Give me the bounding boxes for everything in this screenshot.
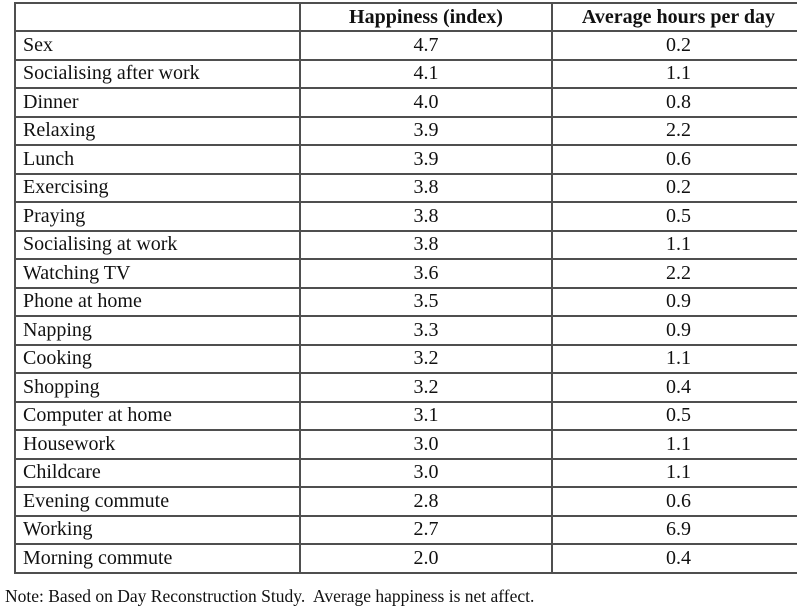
happiness-cell: 2.0 (300, 544, 552, 573)
table-row: Lunch 3.9 0.6 (15, 145, 797, 174)
table-row: Childcare 3.0 1.1 (15, 458, 797, 487)
table-row: Cooking 3.2 1.1 (15, 344, 797, 373)
hours-cell: 1.1 (552, 230, 797, 259)
activity-cell: Socialising at work (15, 230, 300, 259)
happiness-cell: 4.1 (300, 59, 552, 88)
activity-cell: Childcare (15, 458, 300, 487)
activity-cell: Praying (15, 202, 300, 231)
table-row: Napping 3.3 0.9 (15, 316, 797, 345)
activities-table: Happiness (index) Average hours per day … (14, 2, 797, 574)
hours-cell: 2.2 (552, 116, 797, 145)
activity-cell: Napping (15, 316, 300, 345)
happiness-cell: 3.2 (300, 344, 552, 373)
activity-cell: Working (15, 515, 300, 544)
hours-cell: 0.9 (552, 316, 797, 345)
table-row: Shopping 3.2 0.4 (15, 373, 797, 402)
table-row: Working 2.7 6.9 (15, 515, 797, 544)
happiness-cell: 4.7 (300, 31, 552, 60)
activity-cell: Morning commute (15, 544, 300, 573)
happiness-cell: 3.9 (300, 116, 552, 145)
happiness-cell: 3.8 (300, 173, 552, 202)
happiness-cell: 2.7 (300, 515, 552, 544)
activity-cell: Sex (15, 31, 300, 60)
table-row: Exercising 3.8 0.2 (15, 173, 797, 202)
hours-cell: 0.4 (552, 373, 797, 402)
happiness-cell: 3.3 (300, 316, 552, 345)
happiness-cell: 2.8 (300, 487, 552, 516)
happiness-cell: 3.9 (300, 145, 552, 174)
table-row: Evening commute 2.8 0.6 (15, 487, 797, 516)
hours-cell: 1.1 (552, 458, 797, 487)
table-row: Sex 4.7 0.2 (15, 31, 797, 60)
hours-cell: 0.9 (552, 287, 797, 316)
table-row: Watching TV 3.6 2.2 (15, 259, 797, 288)
table-note: Note: Based on Day Reconstruction Study.… (5, 586, 535, 606)
table-row: Computer at home 3.1 0.5 (15, 401, 797, 430)
activity-cell: Computer at home (15, 401, 300, 430)
happiness-cell: 3.1 (300, 401, 552, 430)
happiness-cell: 3.8 (300, 230, 552, 259)
hours-cell: 1.1 (552, 59, 797, 88)
activity-cell: Relaxing (15, 116, 300, 145)
activity-cell: Evening commute (15, 487, 300, 516)
happiness-cell: 3.0 (300, 458, 552, 487)
table-row: Socialising at work 3.8 1.1 (15, 230, 797, 259)
table-row: Morning commute 2.0 0.4 (15, 544, 797, 573)
header-average-hours: Average hours per day (552, 3, 797, 31)
hours-cell: 1.1 (552, 344, 797, 373)
hours-cell: 1.1 (552, 430, 797, 459)
happiness-cell: 3.5 (300, 287, 552, 316)
activity-cell: Watching TV (15, 259, 300, 288)
hours-cell: 0.6 (552, 145, 797, 174)
header-happiness-index: Happiness (index) (300, 3, 552, 31)
header-activity (15, 3, 300, 31)
table-row: Praying 3.8 0.5 (15, 202, 797, 231)
activity-cell: Socialising after work (15, 59, 300, 88)
happiness-cell: 3.6 (300, 259, 552, 288)
table-row: Socialising after work 4.1 1.1 (15, 59, 797, 88)
activity-cell: Phone at home (15, 287, 300, 316)
happiness-cell: 3.0 (300, 430, 552, 459)
activity-cell: Shopping (15, 373, 300, 402)
hours-cell: 0.2 (552, 173, 797, 202)
table-body: Sex 4.7 0.2 Socialising after work 4.1 1.1 Din… (15, 31, 797, 573)
table-row: Phone at home 3.5 0.9 (15, 287, 797, 316)
table-header: Happiness (index) Average hours per day (15, 3, 797, 31)
activity-cell: Dinner (15, 88, 300, 117)
hours-cell: 0.4 (552, 544, 797, 573)
hours-cell: 0.6 (552, 487, 797, 516)
activity-cell: Housework (15, 430, 300, 459)
activity-cell: Exercising (15, 173, 300, 202)
table-row: Relaxing 3.9 2.2 (15, 116, 797, 145)
hours-cell: 2.2 (552, 259, 797, 288)
activity-cell: Cooking (15, 344, 300, 373)
table-row: Dinner 4.0 0.8 (15, 88, 797, 117)
table-row: Housework 3.0 1.1 (15, 430, 797, 459)
hours-cell: 0.5 (552, 401, 797, 430)
hours-cell: 0.2 (552, 31, 797, 60)
hours-cell: 6.9 (552, 515, 797, 544)
hours-cell: 0.5 (552, 202, 797, 231)
happiness-cell: 4.0 (300, 88, 552, 117)
hours-cell: 0.8 (552, 88, 797, 117)
activity-cell: Lunch (15, 145, 300, 174)
happiness-cell: 3.2 (300, 373, 552, 402)
header-row: Happiness (index) Average hours per day (15, 3, 797, 31)
happiness-cell: 3.8 (300, 202, 552, 231)
